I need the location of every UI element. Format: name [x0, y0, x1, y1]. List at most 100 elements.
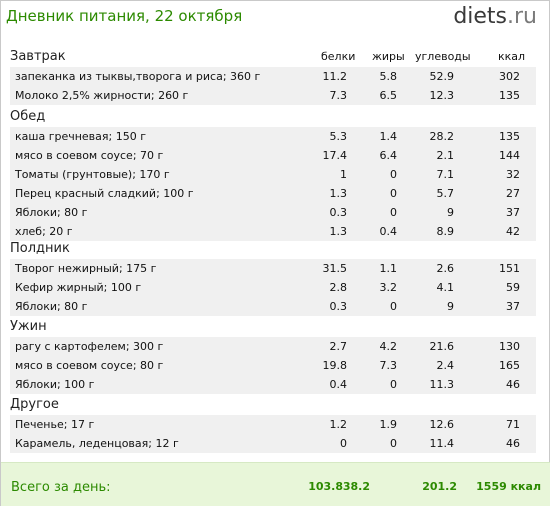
food-carbs: 7.1	[436, 168, 455, 181]
food-name: мясо в соевом соусе; 70 г	[15, 149, 164, 162]
food-kcal: 27	[506, 187, 520, 200]
food-fat: 1.9	[379, 418, 398, 431]
food-fat: 0	[390, 300, 397, 313]
food-kcal: 165	[499, 359, 520, 372]
food-protein: 17.4	[322, 149, 348, 162]
food-protein: 7.3	[329, 89, 348, 102]
section-title: Завтрак	[10, 49, 66, 64]
food-kcal: 302	[499, 70, 520, 83]
total-protein: 103.8	[308, 480, 343, 493]
food-name: Молоко 2,5% жирности; 260 г	[15, 89, 189, 102]
section-title: Обед	[10, 109, 46, 124]
food-protein: 0	[340, 437, 347, 450]
food-row[interactable]: запеканка из тыквы,творога и риса; 360 г…	[10, 67, 536, 86]
food-row[interactable]: Творог нежирный; 175 г 31.5 1.1 2.6 151	[10, 259, 536, 278]
food-name: Печенье; 17 г	[15, 418, 95, 431]
food-kcal: 42	[506, 225, 520, 238]
food-carbs: 11.3	[429, 378, 455, 391]
food-row[interactable]: Яблоки; 100 г 0.4 0 11.3 46	[10, 375, 536, 394]
food-protein: 1.3	[329, 225, 348, 238]
food-kcal: 130	[499, 340, 520, 353]
food-name: Кефир жирный; 100 г	[15, 281, 142, 294]
food-name: Карамель, леденцовая; 12 г	[15, 437, 179, 450]
food-protein: 0.4	[329, 378, 348, 391]
logo-main: diets	[453, 4, 508, 29]
food-name: Томаты (грунтовые); 170 г	[15, 168, 170, 181]
food-fat: 5.8	[379, 70, 398, 83]
food-name: Яблоки; 80 г	[15, 300, 88, 313]
food-name: хлеб; 20 г	[15, 225, 73, 238]
section-title: Другое	[10, 397, 59, 412]
total-carbs: 201.2	[422, 480, 457, 493]
food-row[interactable]: Яблоки; 80 г 0.3 0 9 37	[10, 203, 536, 222]
food-kcal: 37	[506, 300, 520, 313]
food-carbs: 8.9	[436, 225, 455, 238]
food-kcal: 144	[499, 149, 520, 162]
food-carbs: 5.7	[436, 187, 455, 200]
food-carbs: 2.4	[436, 359, 455, 372]
food-protein: 5.3	[329, 130, 348, 143]
food-kcal: 46	[506, 437, 520, 450]
food-protein: 1	[340, 168, 347, 181]
food-row[interactable]: Яблоки; 80 г 0.3 0 9 37	[10, 297, 536, 316]
food-protein: 0.3	[329, 300, 348, 313]
food-name: рагу с картофелем; 300 г	[15, 340, 164, 353]
food-row[interactable]: Перец красный сладкий; 100 г 1.3 0 5.7 27	[10, 184, 536, 203]
food-row[interactable]: Печенье; 17 г 1.2 1.9 12.6 71	[10, 415, 536, 434]
column-header-carbs: углеводы	[415, 50, 471, 63]
food-fat: 6.5	[379, 89, 398, 102]
food-kcal: 32	[506, 168, 520, 181]
food-protein: 2.7	[329, 340, 348, 353]
food-name: каша гречневая; 150 г	[15, 130, 146, 143]
food-carbs: 12.6	[429, 418, 455, 431]
food-protein: 1.3	[329, 187, 348, 200]
food-carbs: 2.6	[436, 262, 455, 275]
food-row[interactable]: Томаты (грунтовые); 170 г 1 0 7.1 32	[10, 165, 536, 184]
food-fat: 0	[390, 378, 397, 391]
food-fat: 1.1	[379, 262, 398, 275]
total-fat: 38.2	[342, 480, 370, 493]
diets-logo[interactable]: diets.ru	[453, 4, 537, 29]
food-fat: 0	[390, 187, 397, 200]
food-carbs: 28.2	[429, 130, 455, 143]
food-fat: 6.4	[379, 149, 398, 162]
food-fat: 3.2	[379, 281, 398, 294]
food-row[interactable]: мясо в соевом соусе; 80 г 19.8 7.3 2.4 165	[10, 356, 536, 375]
section-title: Полдник	[10, 241, 70, 256]
food-kcal: 151	[499, 262, 520, 275]
food-protein: 1.2	[329, 418, 348, 431]
food-name: мясо в соевом соусе; 80 г	[15, 359, 164, 372]
logo-tld: .ru	[507, 4, 537, 29]
food-row[interactable]: хлеб; 20 г 1.3 0.4 8.9 42	[10, 222, 536, 241]
food-fat: 1.4	[379, 130, 398, 143]
column-header-fat: жиры	[372, 50, 405, 63]
food-carbs: 21.6	[429, 340, 455, 353]
total-kcal: 1559 ккал	[476, 480, 541, 493]
daily-total-bar: Всего за день: 103.8 38.2 201.2 1559 кка…	[1, 462, 550, 506]
food-carbs: 9	[447, 206, 454, 219]
food-kcal: 46	[506, 378, 520, 391]
food-name: Яблоки; 100 г	[15, 378, 95, 391]
food-carbs: 4.1	[436, 281, 455, 294]
food-fat: 7.3	[379, 359, 398, 372]
daily-total-label: Всего за день:	[11, 480, 111, 495]
food-fat: 0	[390, 206, 397, 219]
food-name: Яблоки; 80 г	[15, 206, 88, 219]
column-header-kcal: ккал	[498, 50, 526, 63]
food-protein: 19.8	[322, 359, 348, 372]
food-row[interactable]: Кефир жирный; 100 г 2.8 3.2 4.1 59	[10, 278, 536, 297]
food-row[interactable]: Молоко 2,5% жирности; 260 г 7.3 6.5 12.3 135	[10, 86, 536, 105]
food-name: Перец красный сладкий; 100 г	[15, 187, 194, 200]
food-row[interactable]: каша гречневая; 150 г 5.3 1.4 28.2 135	[10, 127, 536, 146]
food-protein: 0.3	[329, 206, 348, 219]
food-protein: 2.8	[329, 281, 348, 294]
food-protein: 11.2	[322, 70, 348, 83]
food-row[interactable]: Карамель, леденцовая; 12 г 0 0 11.4 46	[10, 434, 536, 453]
food-kcal: 135	[499, 130, 520, 143]
food-row[interactable]: мясо в соевом соусе; 70 г 17.4 6.4 2.1 144	[10, 146, 536, 165]
food-carbs: 52.9	[429, 70, 455, 83]
food-fat: 0	[390, 437, 397, 450]
food-row[interactable]: рагу с картофелем; 300 г 2.7 4.2 21.6 130	[10, 337, 536, 356]
food-carbs: 11.4	[429, 437, 455, 450]
